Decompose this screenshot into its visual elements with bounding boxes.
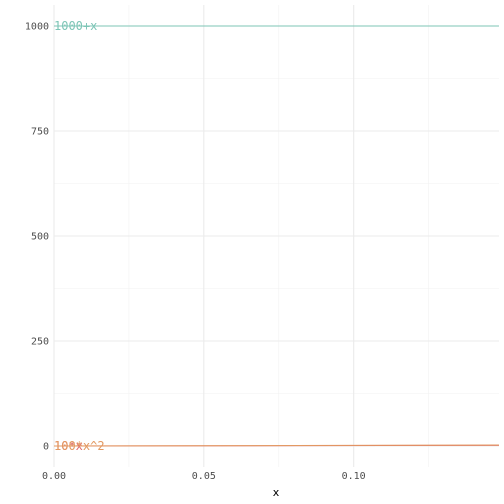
series-label: 10*x [54,439,83,453]
series-label: 1000+x [54,19,97,33]
grid-major [53,5,499,467]
x-tick-label: 0.10 [342,471,366,482]
series-lines [53,25,500,447]
series-line [53,444,500,447]
x-tick-label: 0.00 [42,471,66,482]
y-tick-label: 500 [31,232,49,243]
series-label: 100*x^2 [54,439,105,453]
y-tick-label: 750 [31,127,49,138]
y-axis: 0 250 500 750 1000 [25,22,49,453]
y-tick-label: 1000 [25,22,49,33]
x-axis-title: x [273,486,280,499]
y-tick-label: 0 [43,442,49,453]
y-tick-label: 250 [31,337,49,348]
x-tick-label: 0.05 [192,471,216,482]
x-axis: 0.00 0.05 0.10 [42,471,366,482]
